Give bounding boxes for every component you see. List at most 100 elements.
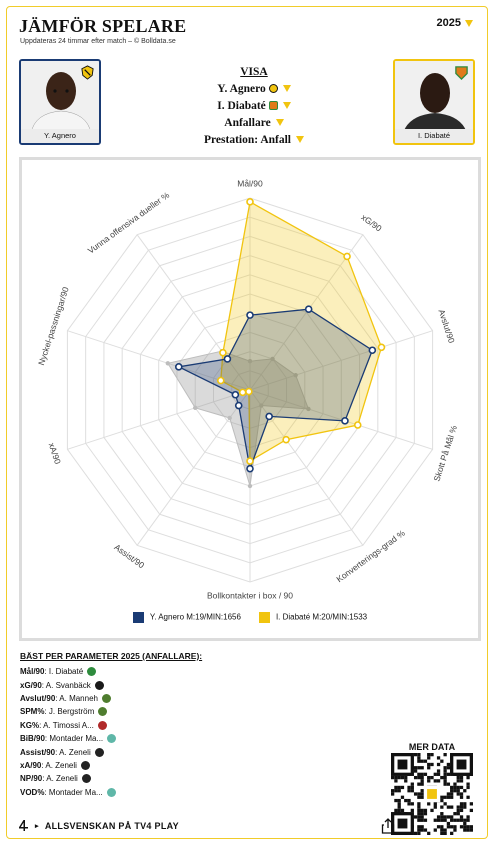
player-card-left[interactable]: Y. Agnero	[19, 59, 101, 145]
player-name-left: Y. Agnero	[21, 129, 99, 143]
best-per-parameter: BÄST PER PARAMETER 2025 (ANFALLARE): Mål…	[20, 651, 202, 799]
series-point-0	[246, 311, 254, 319]
radar-chart-panel: Mål/90 xG/90 Avslut/90 Skott På Mål % Konver…	[19, 157, 481, 641]
best-param: Avslut/90	[20, 693, 56, 703]
best-item[interactable]: Assist/90: A. Zeneli	[20, 745, 202, 758]
best-heading: BÄST PER PARAMETER 2025 (ANFALLARE):	[20, 651, 203, 661]
series-point-0	[234, 401, 243, 410]
tv4-logo-icon	[19, 820, 28, 831]
axis-label: Mål/90	[237, 178, 263, 188]
league-reference-point	[247, 359, 253, 364]
preset-select[interactable]: Prestation: Anfall	[147, 131, 361, 148]
grid-spoke	[249, 234, 364, 391]
position-select-label: Anfallare	[224, 116, 271, 129]
grid-spoke	[136, 234, 251, 391]
compare-card: JÄMFÖR SPELARE Uppdateras 24 timmar efte…	[6, 6, 488, 839]
club-badge-icon	[101, 693, 111, 703]
legend-swatch-right	[258, 612, 270, 623]
footer-text: ALLSVENSKAN PÅ TV4 PLAY	[44, 820, 179, 831]
club-badge-icon	[87, 667, 97, 677]
league-reference-point	[270, 356, 275, 362]
best-player: : A. Zeneli	[55, 747, 91, 757]
selector-panel: VISA Y. Agnero I. Diabaté Anfallare Pres…	[147, 63, 361, 148]
legend-label-left: Y. Agnero M:19/MIN:1656	[149, 612, 241, 622]
league-reference-point	[165, 361, 171, 366]
year-select[interactable]: 2025	[437, 17, 473, 29]
legend-swatch-left	[132, 612, 144, 623]
footer-tv4[interactable]: ▸ ALLSVENSKAN PÅ TV4 PLAY	[19, 820, 179, 831]
league-reference-point	[293, 372, 298, 378]
axis-label: Nyckel-passningar/90	[36, 285, 71, 366]
club-badge-icon	[97, 720, 107, 730]
best-item[interactable]: VOD%: Montader Ma...	[20, 786, 202, 799]
best-item[interactable]: xA/90: A. Zeneli	[20, 759, 202, 772]
club-badge-icon	[81, 65, 94, 80]
league-reference-point	[259, 403, 264, 408]
axis-label: Skott På Mål %	[431, 424, 459, 483]
chevron-down-icon	[282, 102, 291, 109]
share-icon[interactable]	[381, 818, 395, 834]
best-player: : I. Diabaté	[44, 667, 84, 677]
player2-select[interactable]: I. Diabaté	[147, 97, 361, 114]
best-item[interactable]: KG%: A. Timossi A...	[20, 719, 202, 732]
best-param: VOD%	[20, 787, 45, 797]
chevron-down-icon	[296, 136, 304, 143]
best-item[interactable]: xG/90: A. Svanbäck	[20, 678, 202, 691]
best-item[interactable]: Avslut/90: A. Manneh	[20, 692, 202, 705]
club-badge-icon	[94, 747, 104, 757]
best-item[interactable]: BiB/90: Montader Ma...	[20, 732, 202, 745]
player-card-right[interactable]: I. Diabaté	[393, 59, 475, 145]
best-player: : A. Timossi A...	[39, 720, 94, 730]
best-player: : A. Svanbäck	[41, 680, 91, 690]
grid-spoke	[136, 389, 251, 546]
position-select[interactable]: Anfallare	[147, 114, 361, 131]
best-param: Mål/90	[20, 667, 45, 677]
more-data-label: MER DATA	[408, 742, 456, 752]
best-player: : A. Manneh	[55, 693, 98, 703]
best-param: xA/90	[20, 760, 42, 770]
best-item[interactable]: Mål/90: I. Diabaté	[20, 665, 202, 678]
best-list: Mål/90: I. Diabaté xG/90: A. Svanbäck Avsl…	[20, 665, 202, 799]
axis-label: xG/90	[359, 212, 383, 234]
series-point-1	[246, 457, 254, 465]
series-point-1	[219, 348, 227, 357]
series-point-0	[246, 464, 254, 473]
club-badge-icon	[268, 84, 278, 93]
club-badge-icon	[98, 707, 108, 717]
series-point-1	[343, 252, 351, 261]
best-param: NP/90	[20, 774, 43, 784]
qr-code[interactable]	[391, 753, 473, 835]
best-param: SPM%	[20, 707, 45, 717]
series-point-0	[341, 417, 349, 425]
best-player: : A. Zeneli	[42, 774, 78, 784]
club-badge-icon	[106, 787, 116, 797]
grid-spoke	[67, 389, 251, 450]
year-label: 2025	[436, 17, 461, 29]
best-player: : A. Zeneli	[41, 760, 77, 770]
chevron-down-icon	[282, 85, 291, 92]
player1-select[interactable]: Y. Agnero	[147, 80, 361, 97]
best-player: : J. Bergström	[44, 707, 95, 717]
player1-select-label: Y. Agnero	[217, 82, 266, 95]
league-reference-point	[247, 483, 253, 489]
axis-label: Konverterings-grad %	[334, 528, 407, 585]
best-param: Assist/90	[20, 747, 56, 757]
best-param: BiB/90	[20, 734, 45, 744]
club-badge-icon	[94, 680, 104, 690]
axis-label: Bollkontakter i box / 90	[207, 590, 293, 600]
best-item[interactable]: SPM%: J. Bergström	[20, 705, 202, 718]
preset-select-label: Prestation: Anfall	[204, 133, 291, 146]
series-point-1	[216, 376, 225, 385]
player-name-right: I. Diabaté	[395, 129, 473, 143]
club-badge-icon	[107, 734, 117, 744]
series-point-0	[368, 346, 377, 355]
play-arrow-icon: ▸	[35, 822, 39, 830]
series-point-1	[246, 198, 254, 206]
best-item[interactable]: NP/90: A. Zeneli	[20, 772, 202, 785]
chevron-down-icon	[465, 19, 473, 27]
best-param: KG%	[20, 720, 40, 730]
series-point-0	[304, 305, 313, 314]
club-badge-icon	[455, 66, 468, 80]
grid-spoke	[249, 330, 433, 391]
league-reference-point	[227, 415, 232, 421]
